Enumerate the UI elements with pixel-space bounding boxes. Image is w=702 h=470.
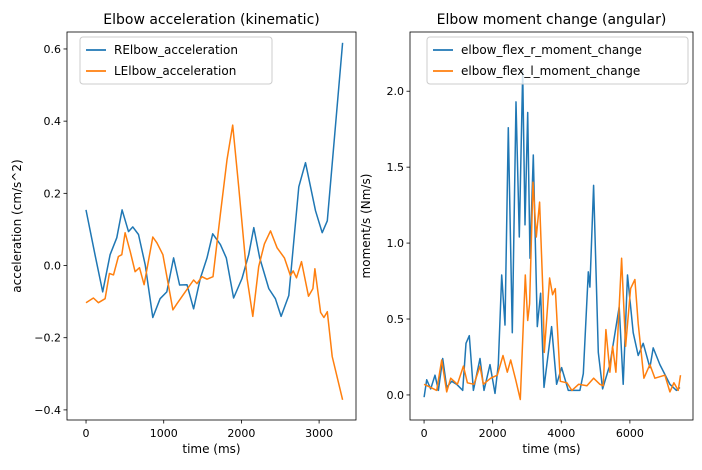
legend-label: LElbow_acceleration [114, 64, 236, 78]
x-tick-label: 1000 [150, 427, 178, 440]
legend-box [79, 36, 273, 85]
series-line-LElbow_acceleration [85, 124, 344, 400]
x-axis-label: time (ms) [182, 442, 240, 456]
y-tick-label: 0.5 [387, 313, 405, 326]
subplot-1: Elbow acceleration (kinematic) 0 1000 2000 3… [10, 12, 357, 456]
y-tick-label: 1.5 [387, 161, 405, 174]
x-tick-label: 3000 [305, 427, 333, 440]
y-tick-label: −0.2 [34, 332, 61, 345]
series-line-elbow_flex_l_moment_change [423, 181, 682, 401]
y-tick-label: 0.4 [44, 115, 62, 128]
legend-label: RElbow_acceleration [114, 43, 238, 57]
x-tick-label: 2000 [479, 427, 507, 440]
series-line-RElbow_acceleration [85, 42, 344, 319]
x-tick-label: 2000 [227, 427, 255, 440]
chart-title: Elbow acceleration (kinematic) [103, 12, 319, 28]
y-tick-label: 0.2 [44, 187, 62, 200]
legend-label: elbow_flex_r_moment_change [461, 43, 642, 57]
y-axis-label: acceleration (cm/s^2) [10, 159, 24, 292]
y-tick-label: 0.6 [44, 43, 62, 56]
x-tick-label: 6000 [616, 427, 644, 440]
y-tick-label: 0.0 [44, 260, 62, 273]
axes-frame [409, 31, 694, 421]
x-axis-label: time (ms) [522, 442, 580, 456]
axes-frame [66, 31, 357, 421]
chart-title: Elbow moment change (angular) [437, 12, 667, 28]
y-tick-label: 0.0 [387, 389, 405, 402]
y-tick-label: 1.0 [387, 237, 405, 250]
legend-label: elbow_flex_l_moment_change [461, 64, 640, 78]
legend: elbow_flex_r_moment_change elbow_flex_l_m… [426, 36, 689, 85]
x-tick-label: 0 [83, 427, 90, 440]
y-tick-label: −0.4 [34, 404, 61, 417]
legend-box [426, 36, 689, 85]
y-axis-label: moment/s (Nm/s) [359, 174, 373, 279]
y-tick-label: 2.0 [387, 85, 405, 98]
subplot-2: Elbow moment change (angular) 0 2000 4000 60… [359, 12, 694, 456]
x-tick-label: 4000 [547, 427, 575, 440]
x-tick-label: 0 [421, 427, 428, 440]
legend: RElbow_acceleration LElbow_acceleration [79, 36, 273, 85]
